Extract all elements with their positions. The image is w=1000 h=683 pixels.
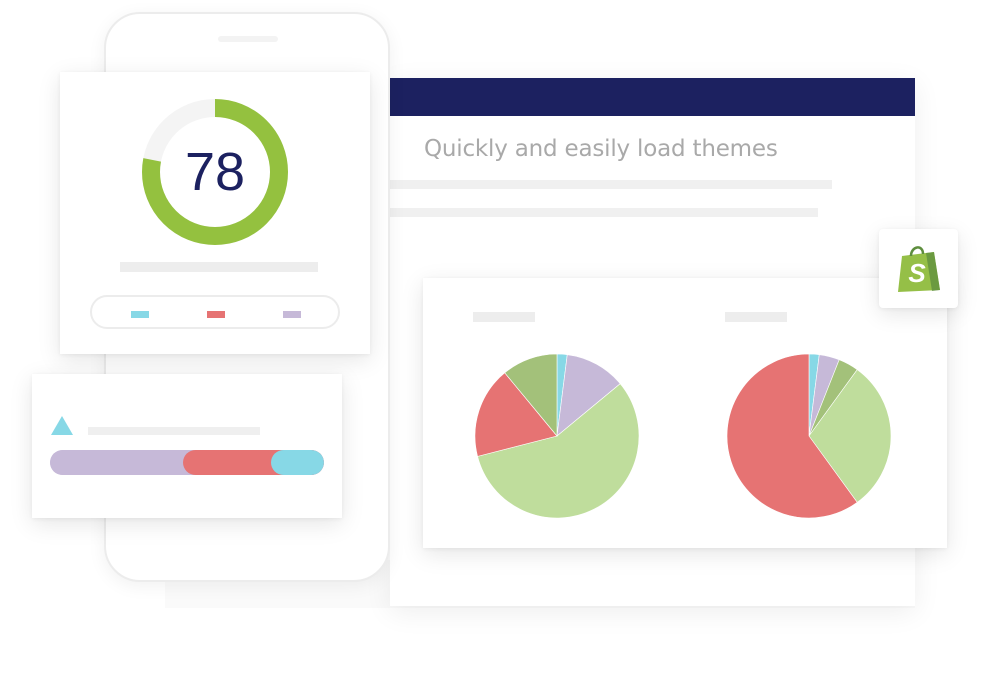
- score-value: 78: [184, 142, 246, 202]
- pie-slice: [477, 383, 640, 519]
- shopify-bag-icon: S: [898, 246, 940, 292]
- score-caption-placeholder: [120, 262, 318, 272]
- browser-title-bar: [390, 78, 915, 116]
- legend-swatch: [283, 311, 301, 318]
- legend-swatch: [207, 311, 225, 318]
- triangle-icon: [51, 416, 73, 435]
- pie-slice: [556, 354, 621, 437]
- phone-speaker: [218, 36, 278, 42]
- pie-slice: [726, 353, 858, 519]
- pie-chart: [474, 353, 640, 519]
- text-placeholder-line: [390, 208, 818, 217]
- pie-slice: [808, 369, 892, 503]
- stacked-progress-bar: [50, 450, 324, 475]
- shopify-badge[interactable]: S: [879, 229, 958, 308]
- charts-card: [423, 278, 947, 548]
- score-ring: [142, 99, 288, 245]
- svg-text:S: S: [908, 258, 926, 288]
- legend-pill: [90, 295, 340, 329]
- progress-label-placeholder: [88, 427, 260, 435]
- legend-swatch: [131, 311, 149, 318]
- text-placeholder-line: [390, 180, 832, 189]
- chart-title-placeholder: [473, 312, 535, 322]
- pie-chart: [726, 353, 892, 519]
- pie-slice: [474, 372, 558, 457]
- score-ring-progress: [142, 99, 288, 245]
- chart-title-placeholder: [725, 312, 787, 322]
- browser-heading: Quickly and easily load themes: [424, 136, 778, 162]
- progress-segment: [270, 450, 324, 475]
- pie-slice: [504, 353, 558, 437]
- progress-card: [32, 374, 342, 518]
